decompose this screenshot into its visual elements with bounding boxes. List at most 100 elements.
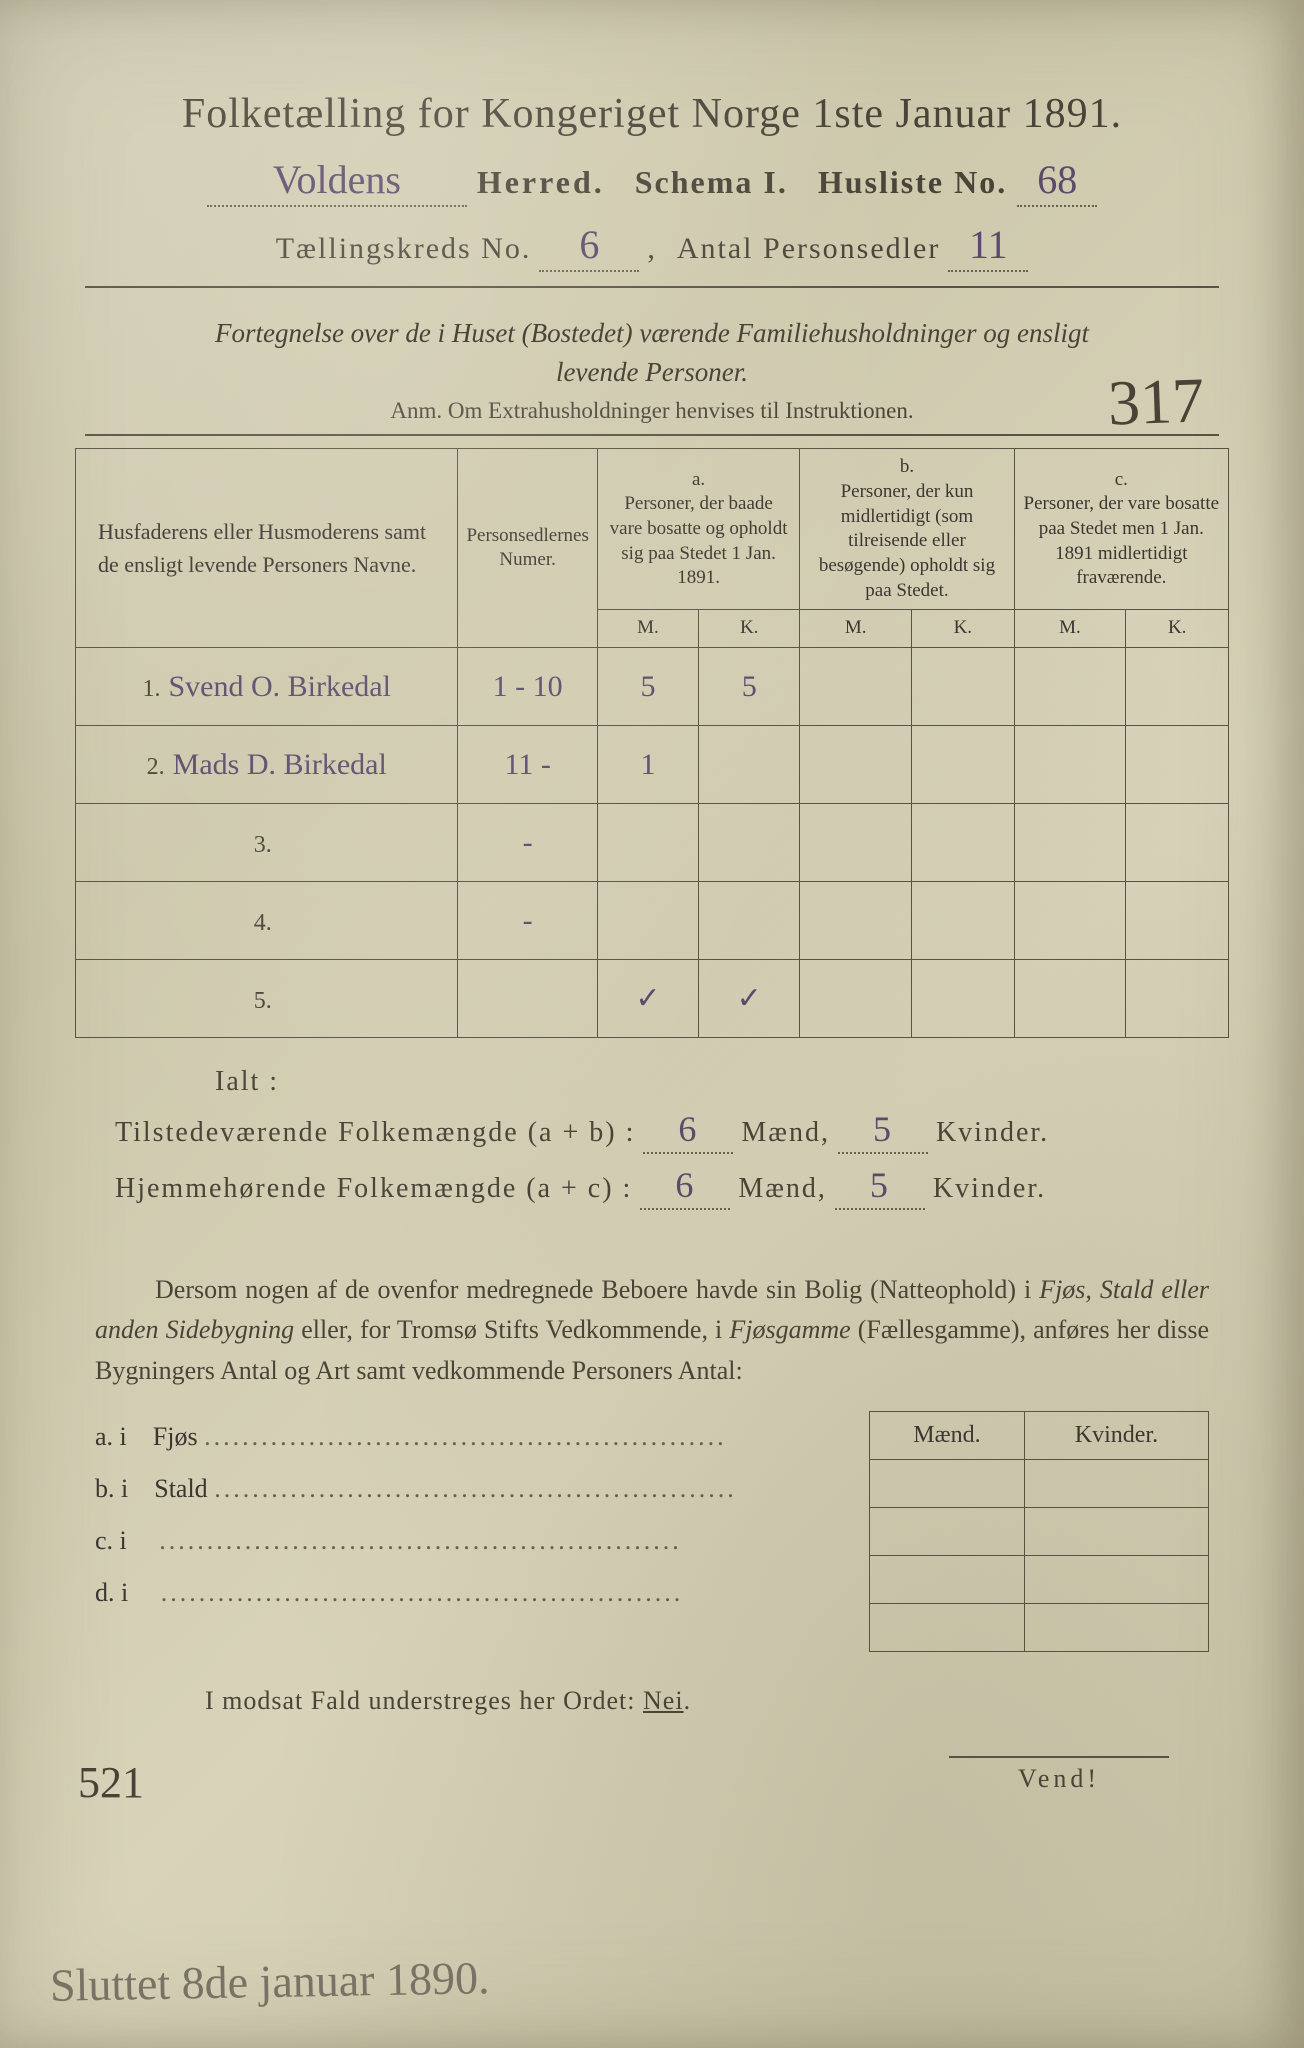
husliste-value: 68 [1017,156,1097,207]
col-c: c. Personer, der vare bosatte paa Stedet… [1014,449,1228,610]
col-c-m: M. [1014,610,1126,648]
page-title: Folketælling for Kongeriget Norge 1ste J… [75,90,1229,138]
col-a-text: Personer, der baade vare bosatte og opho… [606,492,791,591]
table-row: 3.- [76,804,1229,882]
data-cell [1126,882,1229,960]
resident-m: 6 [640,1164,730,1210]
kreds-row: Tællingskreds No. 6 , Antal Personsedler… [75,221,1229,272]
col-c-text: Personer, der vare bosatte paa Stedet me… [1023,492,1220,591]
total-present: Tilstedeværende Folkemængde (a + b) : 6 … [115,1108,1229,1154]
buildings-list: a. i Fjøs b. i Stald c. i d. i [95,1411,869,1652]
paragraph: Dersom nogen af de ovenfor medregnede Be… [95,1270,1209,1391]
col-b-m: M. [800,610,912,648]
data-cell [912,882,1015,960]
mini-cell [1024,1459,1208,1507]
mini-kvinder: Kvinder. [1024,1411,1208,1459]
present-label: Tilstedeværende Folkemængde (a + b) : [115,1117,635,1149]
mini-cell [870,1459,1025,1507]
herred-label: Herred. [477,164,605,201]
kreds-value: 6 [539,221,639,272]
husliste-label: Husliste No. [818,164,1007,201]
data-cell [1126,960,1229,1038]
data-cell [800,726,912,804]
buildings-table: Mænd. Kvinder. [869,1411,1209,1652]
col-b-text: Personer, der kun midlertidigt (som tilr… [808,480,1005,603]
data-cell [597,882,698,960]
resident-k: 5 [835,1164,925,1210]
maend-label: Mænd, [738,1173,827,1205]
total-resident: Hjemmehørende Folkemængde (a + c) : 6 Mæ… [115,1164,1229,1210]
schema-label: Schema I. [635,164,788,201]
col-a: a. Personer, der baade vare bosatte og o… [597,449,799,610]
data-cell [699,726,800,804]
name-cell: 1.Svend O. Birkedal [76,648,458,726]
data-cell: 1 [597,726,698,804]
mini-cell [1024,1507,1208,1555]
margin-number: 521 [78,1757,144,1808]
data-cell: - [458,882,597,960]
data-cell: 11 - [458,726,597,804]
col-b-top: b. [808,455,1005,480]
kvinder-label: Kvinder. [933,1173,1046,1205]
desc-line2: levende Personer. [556,357,748,387]
data-cell: 5 [699,648,800,726]
mini-cell [1024,1603,1208,1651]
herred-value: Voldens [207,156,467,207]
ialt-label: Ialt : [215,1066,1229,1098]
personsedler-value: 11 [948,221,1028,272]
mini-cell [870,1507,1025,1555]
data-cell [800,804,912,882]
data-cell [699,804,800,882]
data-cell [1014,960,1126,1038]
description: Fortegnelse over de i Huset (Bostedet) v… [105,314,1199,392]
col1-text: Husfaderens eller Husmoderens samt de en… [84,507,449,589]
personsedler-label: Antal Personsedler [677,232,940,266]
data-cell: - [458,804,597,882]
col-b-k: K. [912,610,1015,648]
maend-label: Mænd, [741,1117,830,1149]
name-cell: 5. [76,960,458,1038]
data-cell [1126,648,1229,726]
mini-cell [870,1555,1025,1603]
col-a-m: M. [597,610,698,648]
data-cell [458,960,597,1038]
divider [85,286,1219,288]
col-names: Husfaderens eller Husmoderens samt de en… [76,449,458,648]
data-cell [800,882,912,960]
household-table: Husfaderens eller Husmoderens samt de en… [75,448,1229,1038]
name-cell: 3. [76,804,458,882]
col-c-k: K. [1126,610,1229,648]
col-b: b. Personer, der kun midlertidigt (som t… [800,449,1014,610]
data-cell [912,726,1015,804]
data-cell [1126,804,1229,882]
col-c-top: c. [1023,468,1220,493]
mini-maend: Mænd. [870,1411,1025,1459]
data-cell [1126,726,1229,804]
data-cell [800,960,912,1038]
data-cell [912,648,1015,726]
data-cell [1014,882,1126,960]
building-row: d. i [95,1567,869,1619]
anm-note: Anm. Om Extrahusholdninger henvises til … [75,398,1229,424]
present-m: 6 [643,1108,733,1154]
data-cell: 5 [597,648,698,726]
data-cell [1014,804,1126,882]
data-cell [912,960,1015,1038]
building-row: b. i Stald [95,1463,869,1515]
present-k: 5 [838,1108,928,1154]
modsat-line: I modsat Fald understreges her Ordet: Ne… [205,1686,1229,1716]
stamp-number: 317 [1107,363,1206,440]
kvinder-label: Kvinder. [936,1117,1049,1149]
desc-line1: Fortegnelse over de i Huset (Bostedet) v… [215,318,1089,348]
bottom-handwriting: Sluttet 8de januar 1890. [50,1951,490,2012]
resident-label: Hjemmehørende Folkemængde (a + c) : [115,1173,632,1205]
table-row: 1.Svend O. Birkedal1 - 1055 [76,648,1229,726]
kreds-label: Tællingskreds No. [276,232,532,266]
col-a-k: K. [699,610,800,648]
data-cell [699,882,800,960]
col-personsedler: Personsedlernes Numer. [458,449,597,648]
name-cell: 4. [76,882,458,960]
vend-label: Vend! [949,1756,1169,1794]
mini-cell [1024,1555,1208,1603]
divider [85,434,1219,436]
